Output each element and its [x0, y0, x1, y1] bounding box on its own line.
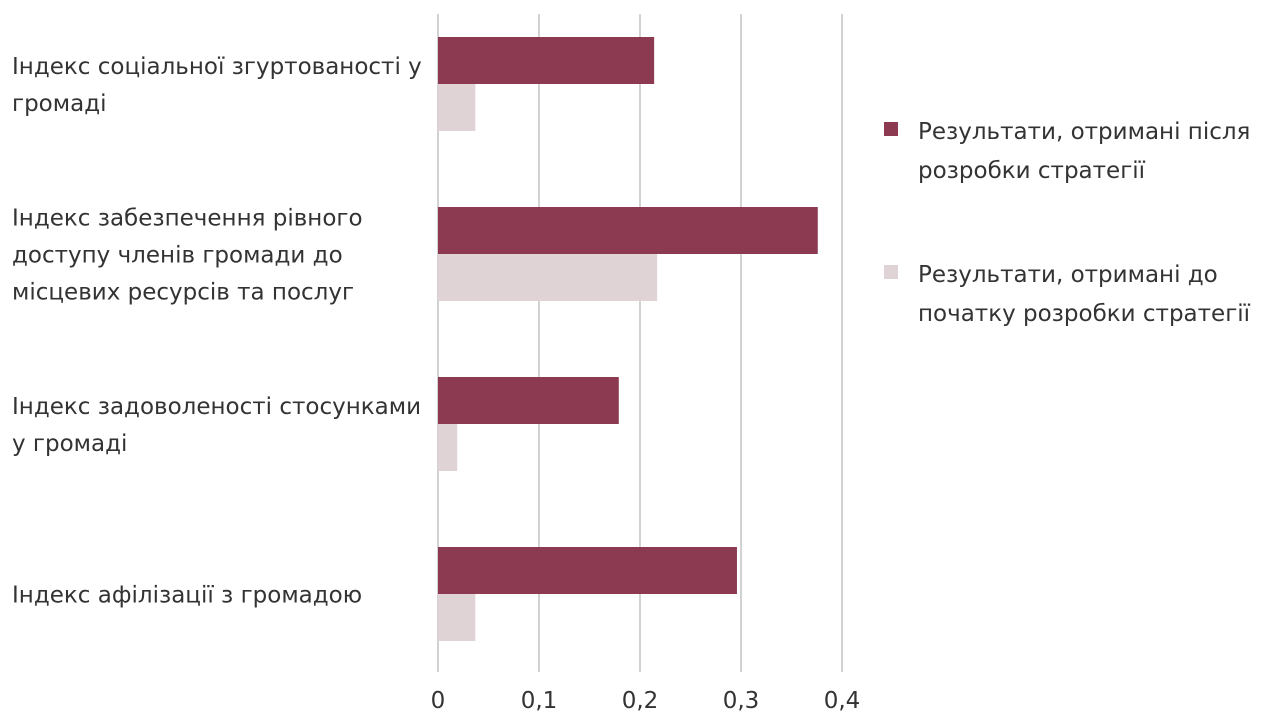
bar: [438, 37, 655, 84]
legend-label: Результати, отримані після розробки стра…: [918, 119, 1251, 184]
x-tick-label: 0,3: [722, 688, 760, 714]
bar: [438, 84, 476, 131]
bar: [438, 547, 737, 594]
legend-label: Результати, отримані до початку розробки…: [918, 262, 1251, 327]
x-tick-label: 0: [430, 688, 446, 714]
category-label: Індекс соціальної згуртованості у громад…: [12, 54, 422, 117]
x-tick-label: 0,2: [621, 688, 659, 714]
category-label: Індекс забезпечення рівного доступу член…: [12, 205, 363, 306]
category-label: Індекс задоволеності стосунками у громад…: [12, 394, 422, 457]
legend-swatch: [884, 122, 898, 136]
bar: [438, 594, 476, 641]
bar: [438, 254, 658, 301]
bar: [438, 207, 818, 254]
x-tick-label: 0,1: [520, 688, 558, 714]
x-tick-label: 0,4: [823, 688, 861, 714]
category-label: Індекс афілізації з громадою: [12, 582, 363, 609]
legend-swatch: [884, 265, 898, 279]
bar: [438, 424, 458, 471]
bar: [438, 377, 619, 424]
